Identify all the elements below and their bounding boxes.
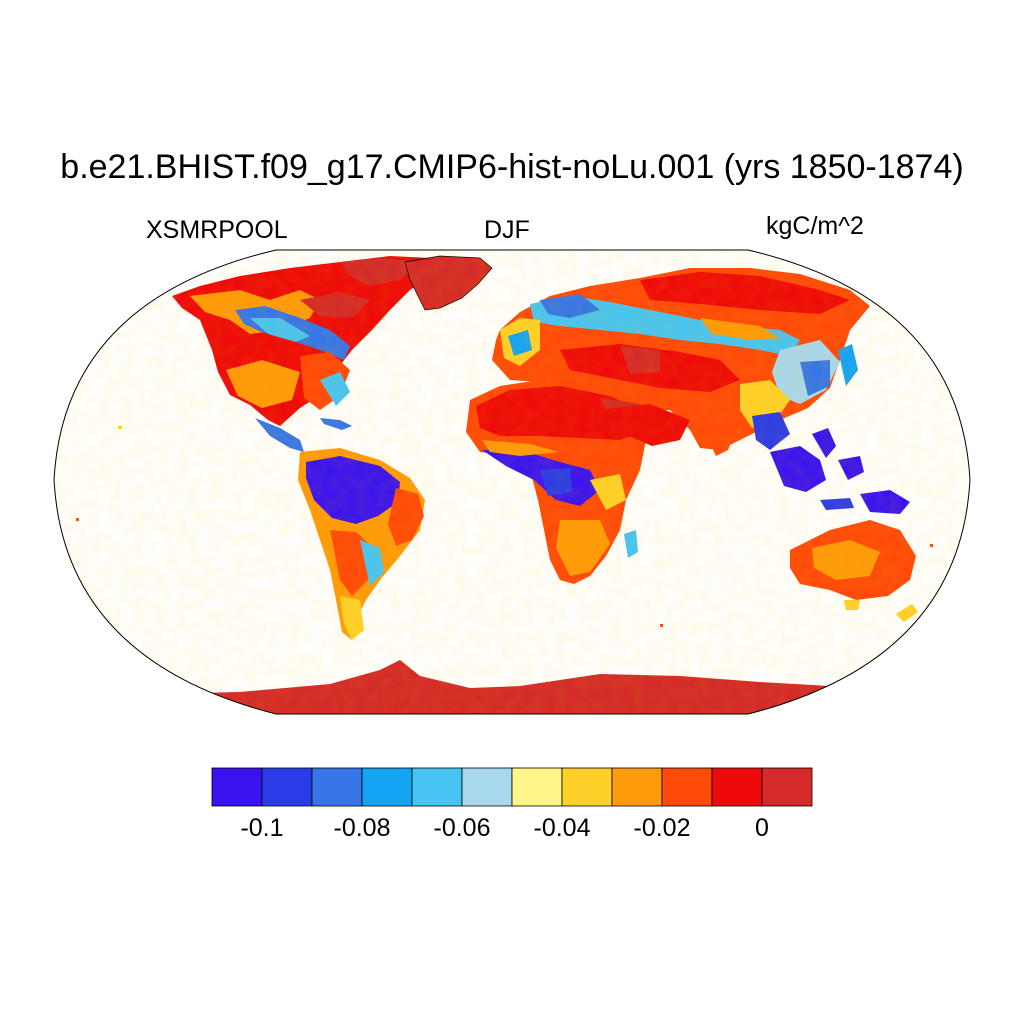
colorbar-tick-label: -0.04 bbox=[533, 814, 591, 842]
units-label: kgC/m^2 bbox=[766, 212, 864, 240]
colorbar-tick-label: -0.02 bbox=[633, 814, 691, 842]
season-label: DJF bbox=[484, 216, 530, 244]
map-boundary bbox=[53, 249, 971, 715]
colorbar-tick-label: -0.08 bbox=[333, 814, 391, 842]
colorbar-tick-label: -0.06 bbox=[433, 814, 491, 842]
colorbar-tick-label: 0 bbox=[755, 814, 769, 842]
plot-title: b.e21.BHIST.f09_g17.CMIP6-hist-noLu.001 … bbox=[60, 148, 964, 186]
variable-name-label: XSMRPOOL bbox=[146, 216, 288, 244]
colorbar-tick-label: -0.1 bbox=[240, 814, 284, 842]
